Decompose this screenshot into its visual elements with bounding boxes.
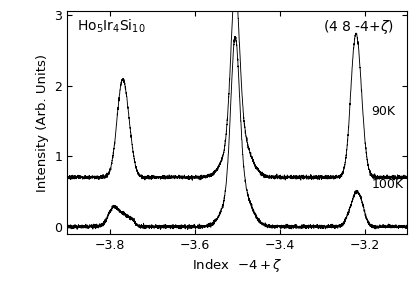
- Y-axis label: Intensity (Arb. Units): Intensity (Arb. Units): [36, 54, 49, 192]
- Text: Ho$_5$Ir$_4$Si$_{10}$: Ho$_5$Ir$_4$Si$_{10}$: [77, 18, 146, 35]
- X-axis label: Index  $-4 + \zeta$: Index $-4 + \zeta$: [192, 257, 283, 274]
- Text: (4 8 -4+$\zeta$): (4 8 -4+$\zeta$): [323, 18, 394, 36]
- Text: 100K: 100K: [372, 178, 404, 191]
- Text: 90K: 90K: [372, 105, 396, 118]
